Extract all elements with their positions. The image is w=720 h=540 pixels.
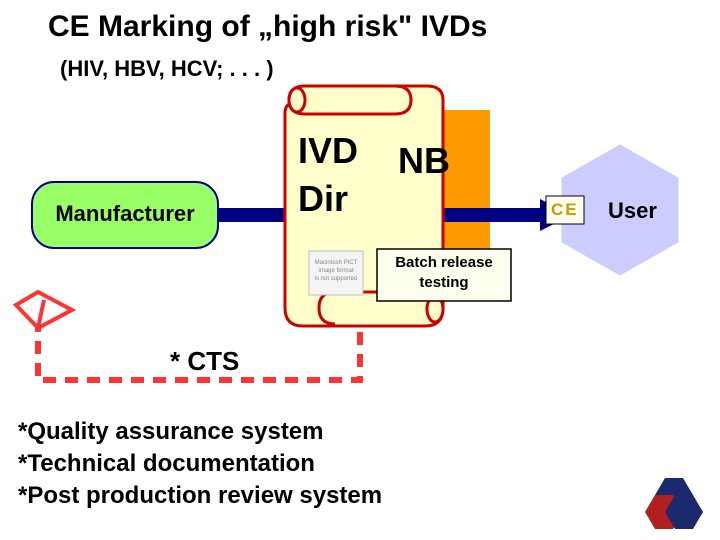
bullet-3: *Post production review system — [18, 482, 382, 510]
slide: CE Marking of „high risk" IVDs (HIV, HBV… — [0, 0, 720, 540]
cts-label: * CTS — [170, 346, 239, 377]
corner-logo-icon — [644, 472, 704, 532]
bullet-2: *Technical documentation — [18, 450, 315, 478]
bullet-1: *Quality assurance system — [18, 418, 324, 446]
